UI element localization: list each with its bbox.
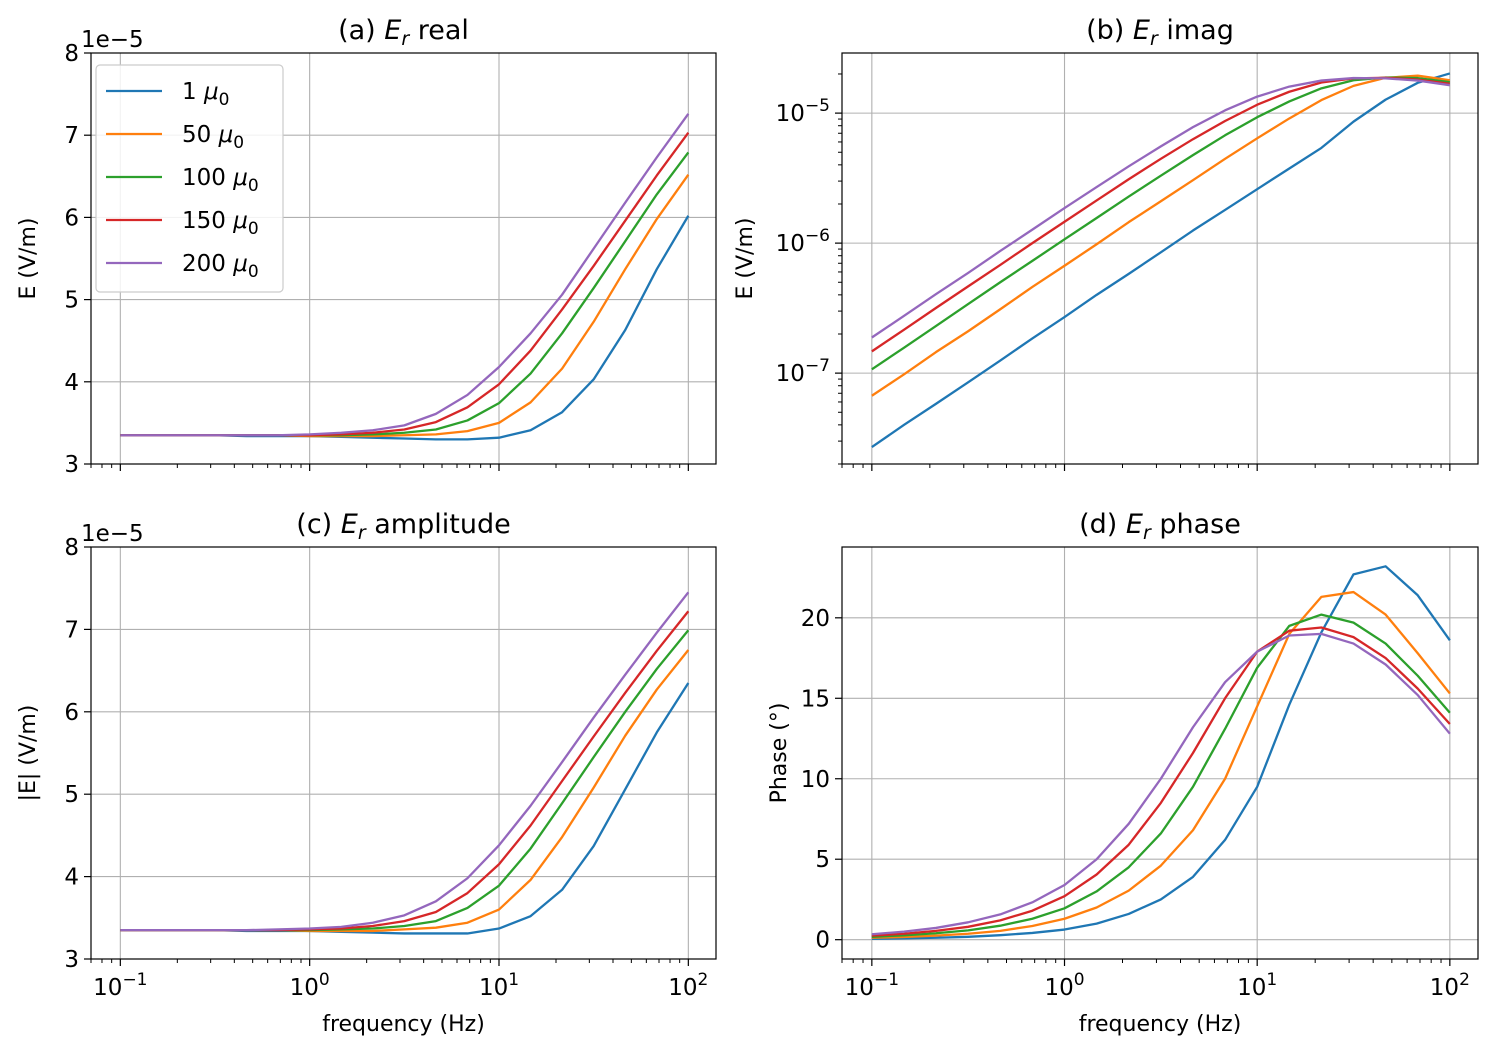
plot-frame	[841, 546, 1479, 960]
series-line-5	[120, 113, 690, 437]
panel-title: (c) Er amplitude	[296, 509, 510, 544]
panel-title: (d) Er phase	[1079, 509, 1241, 544]
x-axis-label: frequency (Hz)	[1079, 1012, 1242, 1037]
y-axis-label: E (V/m)	[16, 218, 41, 300]
legend-label: 1 μ0	[182, 79, 229, 110]
legend-box	[95, 64, 284, 293]
legend: 1 μ0 50 μ0 100 μ0 150 μ0 200 μ0	[95, 64, 284, 293]
series-line-5	[120, 591, 690, 932]
y-axis-label: |E| (V/m)	[16, 705, 41, 802]
legend-label: 50 μ0	[182, 122, 244, 153]
series-line-5	[871, 632, 1451, 936]
series-line-3	[871, 613, 1451, 938]
y-tick-label: 6	[64, 205, 79, 231]
y-tick-label: 5	[64, 782, 79, 808]
legend-label: 200 μ0	[182, 251, 259, 282]
y-tick-label: 10−7	[776, 356, 830, 387]
x-tick-label: 102	[1430, 970, 1470, 1001]
legend-label: 150 μ0	[182, 208, 259, 239]
x-tick-label: 101	[1237, 970, 1277, 1001]
x-tick-label: 100	[1044, 970, 1084, 1001]
plot-frame	[90, 546, 717, 960]
y-tick-label: 3	[64, 452, 79, 478]
axis-offset-text: 1e−5	[81, 27, 144, 53]
x-tick-label: 10−1	[845, 970, 899, 1001]
x-axis-label: frequency (Hz)	[322, 1012, 485, 1037]
y-tick-label: 7	[64, 617, 79, 643]
subplot-c: 10−1 100 101 102 3 4 5 6 7 8 (c) Er amplitude |E| (…	[16, 509, 717, 1037]
series-line-5	[871, 76, 1451, 339]
y-tick-label: 8	[64, 41, 79, 67]
series-line-2	[120, 649, 690, 933]
y-tick-label: 10	[801, 767, 830, 793]
panel-title: (a) Er real	[338, 15, 469, 50]
y-tick-label: 3	[64, 947, 79, 973]
series-line-2	[871, 590, 1451, 939]
y-tick-label: 4	[64, 865, 79, 891]
subplot-d: 10−1 100 101 102 0 5 10 15 20 (d) Er phase Phase (…	[767, 509, 1479, 1037]
legend-label: 100 μ0	[182, 165, 259, 196]
y-tick-label: 7	[64, 123, 79, 149]
series-line-1	[871, 565, 1451, 941]
y-axis-label: E (V/m)	[733, 218, 758, 300]
y-tick-label: 15	[801, 686, 830, 712]
y-tick-label: 0	[815, 928, 830, 954]
series-line-1	[120, 682, 690, 935]
panel-title: (b) Er imag	[1086, 15, 1234, 50]
x-tick-label: 102	[668, 970, 708, 1001]
y-tick-label: 8	[64, 535, 79, 561]
subplot-a: 3 4 5 6 7 8 (a) Er real E (V/m) 1e−5 1 μ0 50 μ0 100…	[16, 15, 717, 478]
y-tick-label: 10−5	[776, 96, 830, 127]
series-line-3	[120, 629, 690, 932]
plot-frame	[841, 52, 1479, 465]
x-tick-label: 100	[290, 970, 330, 1001]
y-tick-label: 4	[64, 370, 79, 396]
y-tick-label: 5	[815, 847, 830, 873]
y-tick-label: 20	[801, 606, 830, 632]
y-tick-label: 10−6	[776, 226, 830, 257]
series-line-2	[871, 74, 1451, 397]
series-line-1	[871, 72, 1451, 449]
y-tick-label: 6	[64, 700, 79, 726]
x-tick-label: 10−1	[93, 970, 147, 1001]
series-line-4	[871, 626, 1451, 937]
axis-offset-text: 1e−5	[81, 521, 144, 547]
subplot-b: 10−7 10−6 10−5 (b) Er imag E (V/m)	[733, 15, 1479, 471]
series-line-3	[871, 76, 1450, 371]
plot-frame	[90, 52, 717, 465]
y-axis-label: Phase (°)	[767, 703, 792, 804]
y-tick-label: 5	[64, 288, 79, 314]
x-tick-label: 101	[479, 970, 519, 1001]
